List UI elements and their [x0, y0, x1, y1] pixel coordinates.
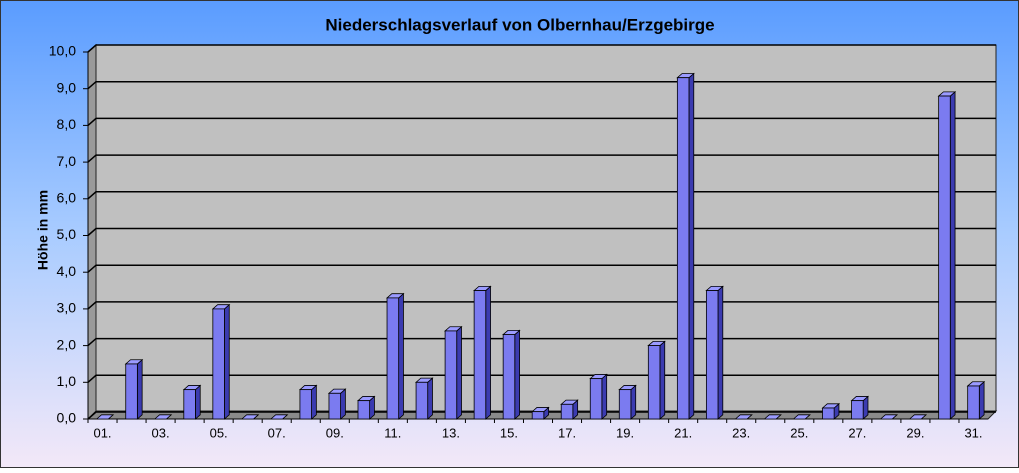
x-tick-label: 15.: [500, 425, 518, 440]
y-tick-label: 5,0: [57, 226, 77, 242]
grid-line: [87, 44, 996, 53]
bar: [967, 385, 980, 420]
grid-line: [87, 264, 996, 273]
y-tick-label: 8,0: [57, 116, 77, 132]
x-tick-label: 09.: [326, 425, 344, 440]
bar: [647, 345, 661, 420]
bar-side: [978, 380, 985, 420]
bar: [183, 389, 196, 420]
x-tick-label: 21.: [674, 425, 692, 440]
bar-side: [514, 329, 520, 420]
bar-top: [908, 414, 928, 420]
x-tick-label: 27.: [848, 425, 866, 440]
bar: [589, 378, 603, 420]
x-tick-label: 23.: [732, 425, 750, 440]
y-tick-label: 4,0: [57, 263, 77, 279]
grid-line: [87, 301, 996, 310]
bar-top: [269, 414, 289, 420]
bar-side: [949, 90, 956, 420]
bar-top: [734, 414, 753, 420]
y-tick-label: 6,0: [57, 190, 77, 206]
bar-side: [136, 358, 143, 420]
x-tick-label: 17.: [558, 425, 576, 440]
y-tick-label: 9,0: [57, 79, 77, 95]
bar: [357, 400, 371, 420]
grid-line: [87, 411, 996, 420]
x-tick-label: 03.: [152, 425, 170, 440]
bar-side: [398, 292, 404, 420]
grid-line: [87, 117, 996, 126]
grid-line: [87, 227, 996, 237]
y-tick-label: 1,0: [57, 373, 77, 389]
x-tick-label: 31.: [964, 425, 982, 440]
y-tick-label: 7,0: [57, 153, 77, 169]
bar-side: [688, 72, 695, 420]
bar: [851, 400, 864, 420]
bar-side: [195, 384, 201, 420]
x-tick-label: 07.: [268, 425, 286, 440]
bar-side: [630, 384, 637, 420]
x-tick-label: 01.: [93, 425, 111, 440]
bar-top: [792, 414, 811, 420]
x-tick-label: 05.: [210, 425, 228, 440]
bar-side: [456, 325, 462, 420]
bar-side: [717, 285, 724, 420]
bar: [618, 389, 632, 420]
bar: [531, 411, 545, 420]
x-tick-label: 13.: [442, 425, 460, 440]
y-tick-label: 0,0: [57, 410, 77, 426]
y-tick-label: 3,0: [57, 300, 77, 316]
bar-side: [601, 373, 608, 420]
grid-line: [87, 191, 996, 200]
bar-top: [763, 414, 782, 420]
bar-top: [153, 414, 173, 420]
chart-title: Niederschlagsverlauf von Olbernhau/Erzge…: [325, 15, 714, 34]
bar: [676, 77, 690, 420]
bar: [212, 308, 225, 420]
y-axis-label: Höhe in mm: [35, 190, 51, 270]
bar: [386, 297, 400, 420]
bar-side: [659, 340, 666, 420]
y-tick-label: 10,0: [49, 43, 76, 59]
grid-line: [87, 374, 996, 383]
bar: [705, 290, 719, 420]
bar-top: [879, 414, 899, 420]
bar: [299, 389, 312, 420]
grid-line: [87, 337, 996, 347]
bar: [415, 381, 429, 420]
bar-side: [311, 384, 317, 420]
bar-side: [224, 303, 230, 420]
bar-top: [95, 414, 115, 420]
bar: [444, 330, 458, 420]
bar-top: [240, 414, 260, 420]
x-tick-label: 25.: [790, 425, 808, 440]
bar: [560, 403, 574, 420]
grid-line: [87, 154, 996, 163]
bar: [328, 392, 341, 420]
bar: [822, 407, 835, 420]
bar: [125, 363, 138, 420]
bar-side: [340, 388, 346, 420]
bar-side: [427, 377, 433, 420]
y-tick-label: 2,0: [57, 336, 77, 352]
x-tick-label: 11.: [384, 425, 401, 440]
bar: [938, 95, 951, 420]
bar: [502, 334, 516, 420]
x-tick-label: 29.: [906, 425, 924, 440]
bar-side: [485, 285, 491, 420]
bar: [473, 290, 487, 420]
x-tick-label: 19.: [616, 425, 634, 440]
grid-line: [87, 80, 996, 90]
